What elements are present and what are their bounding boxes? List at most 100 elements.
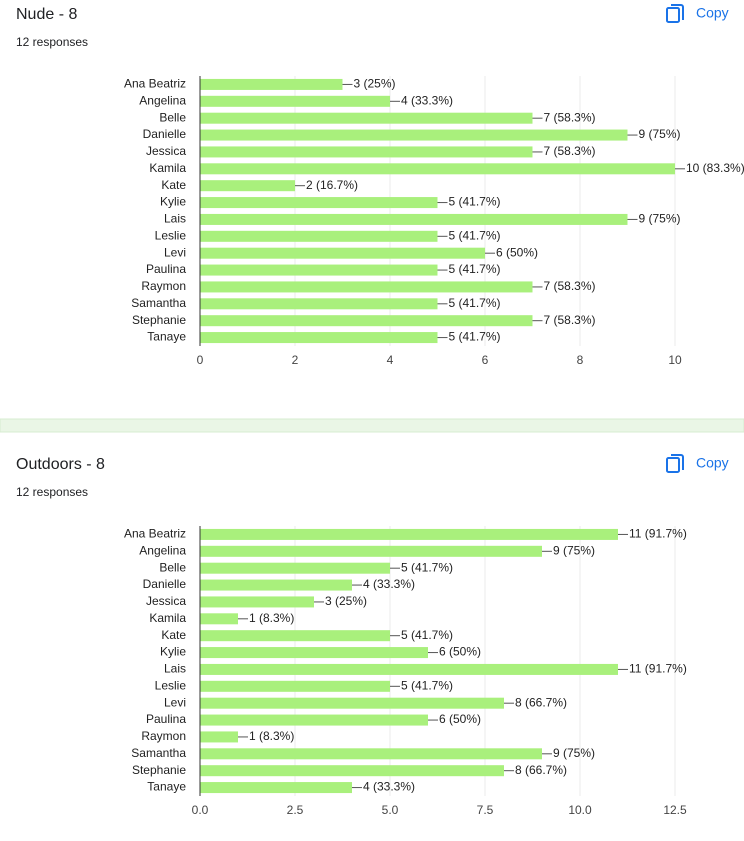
x-tick-label: 12.5 (663, 803, 687, 817)
bar (200, 731, 238, 743)
bar (200, 613, 238, 625)
category-label: Paulina (146, 712, 186, 726)
bar (200, 647, 428, 659)
value-label: 5 (41.7%) (401, 628, 453, 642)
category-label: Danielle (143, 577, 187, 591)
value-label: 5 (41.7%) (449, 262, 501, 276)
value-label: 5 (41.7%) (401, 560, 453, 574)
response-count: 12 responses (16, 35, 88, 49)
category-label: Ana Beatriz (124, 77, 186, 91)
copy-icon (671, 454, 684, 470)
bar (200, 748, 542, 760)
bar (200, 78, 343, 90)
bar (200, 680, 390, 692)
bar (200, 298, 438, 310)
value-label: 3 (25%) (354, 77, 396, 91)
category-label: Angelina (139, 543, 186, 557)
separator (0, 418, 744, 433)
value-label: 3 (25%) (325, 594, 367, 608)
value-label: 10 (83.3%) (686, 161, 744, 175)
bar (200, 264, 438, 276)
copy-button[interactable]: Copy (666, 454, 729, 473)
value-label: 11 (91.7%) (629, 527, 687, 541)
bar (200, 315, 533, 327)
bar (200, 545, 542, 557)
copy-icon (671, 4, 684, 20)
category-label: Danielle (143, 127, 187, 141)
bar (200, 163, 675, 175)
bar (200, 129, 628, 141)
value-label: 6 (50%) (439, 645, 481, 659)
value-label: 7 (58.3%) (544, 144, 596, 158)
bar (200, 247, 485, 259)
value-label: 8 (66.7%) (515, 695, 567, 709)
value-label: 5 (41.7%) (449, 228, 501, 242)
x-tick-label: 4 (387, 353, 394, 367)
category-label: Levi (164, 695, 186, 709)
value-label: 11 (91.7%) (629, 662, 687, 676)
category-label: Tanaye (147, 780, 186, 794)
value-label: 6 (50%) (496, 245, 538, 259)
category-label: Samantha (131, 296, 186, 310)
category-label: Kylie (160, 195, 186, 209)
category-label: Leslie (155, 228, 187, 242)
copy-label: Copy (696, 5, 729, 21)
bar (200, 765, 504, 777)
bar (200, 596, 314, 608)
category-label: Levi (164, 245, 186, 259)
value-label: 5 (41.7%) (401, 678, 453, 692)
category-label: Kate (161, 628, 186, 642)
value-label: 1 (8.3%) (249, 729, 294, 743)
value-label: 1 (8.3%) (249, 611, 294, 625)
x-tick-label: 5.0 (382, 803, 399, 817)
bar (200, 281, 533, 293)
bar (200, 230, 438, 242)
category-label: Raymon (141, 729, 186, 743)
response-count: 12 responses (16, 485, 88, 499)
bar (200, 180, 295, 192)
category-label: Jessica (146, 594, 186, 608)
value-label: 2 (16.7%) (306, 178, 358, 192)
bar (200, 782, 352, 794)
x-tick-label: 6 (482, 353, 489, 367)
x-tick-label: 10.0 (568, 803, 592, 817)
category-label: Kamila (149, 611, 186, 625)
chart-panel: Nude - 8 12 responses Copy 0 2 4 6 8 10 Ana Beatr… (16, 4, 744, 367)
category-label: Lais (164, 662, 186, 676)
category-label: Jessica (146, 144, 186, 158)
value-label: 8 (66.7%) (515, 763, 567, 777)
category-label: Paulina (146, 262, 186, 276)
x-tick-label: 10 (668, 353, 682, 367)
bar (200, 213, 628, 225)
category-label: Leslie (155, 678, 187, 692)
category-label: Stephanie (132, 313, 186, 327)
bar (200, 562, 390, 574)
x-tick-label: 0.0 (192, 803, 209, 817)
value-label: 7 (58.3%) (544, 110, 596, 124)
bar (200, 112, 533, 124)
copy-icon (666, 457, 680, 473)
bar (200, 630, 390, 642)
x-tick-label: 2 (292, 353, 299, 367)
bar (200, 579, 352, 591)
x-tick-label: 8 (577, 353, 584, 367)
category-label: Kate (161, 178, 186, 192)
value-label: 4 (33.3%) (401, 93, 453, 107)
category-label: Raymon (141, 279, 186, 293)
value-label: 9 (75%) (553, 746, 595, 760)
value-label: 4 (33.3%) (363, 780, 415, 794)
value-label: 9 (75%) (639, 127, 681, 141)
value-label: 5 (41.7%) (449, 195, 501, 209)
bar (200, 697, 504, 709)
copy-button[interactable]: Copy (666, 4, 729, 23)
category-label: Angelina (139, 93, 186, 107)
category-label: Ana Beatriz (124, 527, 186, 541)
bar (200, 528, 618, 540)
chart-title: Outdoors - 8 (16, 456, 105, 473)
x-tick-label: 2.5 (287, 803, 304, 817)
copy-icon (666, 7, 680, 23)
category-label: Stephanie (132, 763, 186, 777)
chart-title: Nude - 8 (16, 6, 77, 23)
bar (200, 146, 533, 158)
